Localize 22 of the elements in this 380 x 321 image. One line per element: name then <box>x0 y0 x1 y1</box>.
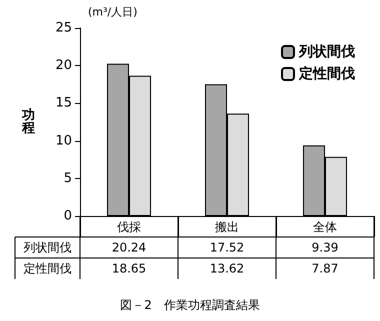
y-tick-label: 5 <box>64 170 72 186</box>
x-tick-label: 全体 <box>313 220 337 234</box>
legend-label: 列状間伐 <box>298 44 355 60</box>
y-tick-label: 25 <box>55 20 72 36</box>
y-tick-label: 10 <box>55 133 72 148</box>
data-label: 17.52 <box>210 240 244 254</box>
legend-label: 定性間伐 <box>298 65 355 82</box>
text: 図－2 作業功程調査結果 <box>120 298 260 312</box>
y-tick-label: 0 <box>64 208 72 224</box>
y-tick-label: 15 <box>55 96 72 111</box>
x-tick-label: 搬出 <box>215 220 239 234</box>
x-tick-label: 伐採 <box>117 220 141 234</box>
data-label: 18.65 <box>112 262 146 276</box>
y-tick-label: 20 <box>55 58 72 74</box>
data-label: 20.24 <box>112 240 146 254</box>
y-axis-title: 功程 <box>21 108 35 136</box>
text: 定性間伐 <box>24 262 72 276</box>
data-label: 7.87 <box>312 262 338 276</box>
text: 列状間伐 <box>24 240 72 254</box>
text: (m³/人日) <box>88 6 138 18</box>
data-label: 9.39 <box>312 240 338 254</box>
data-label: 13.62 <box>210 262 244 276</box>
